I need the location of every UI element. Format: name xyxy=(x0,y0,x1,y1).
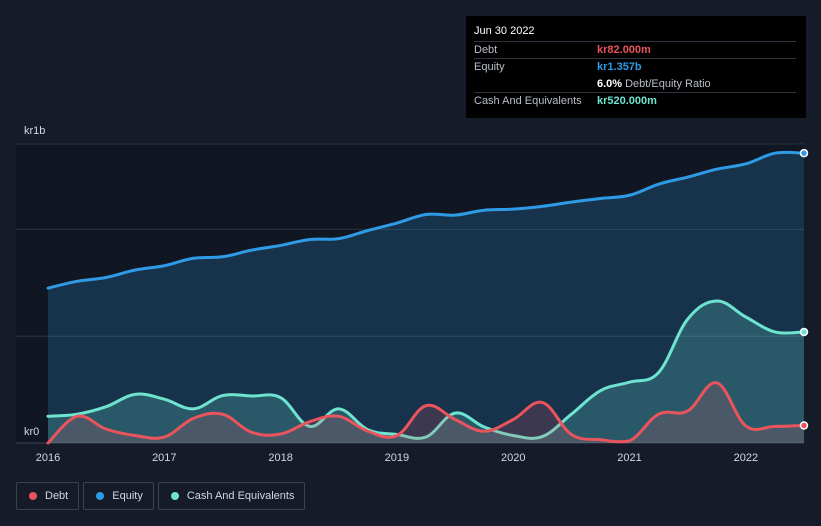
tooltip-debt-label: Debt xyxy=(474,44,498,56)
legend-label-debt: Debt xyxy=(45,490,69,502)
debt-end-point xyxy=(799,421,809,430)
equity-end-point xyxy=(799,148,809,158)
x-tick-label-2016: 2016 xyxy=(36,452,60,464)
debt-area xyxy=(48,382,804,443)
tooltip-equity-label: Equity xyxy=(474,61,505,73)
cash-end-point xyxy=(799,327,809,337)
equity-dot-icon xyxy=(96,492,105,500)
y-tick-label-0: kr1b xyxy=(24,125,45,137)
tooltip-equity-value: kr1.357b xyxy=(597,61,642,73)
equity-area xyxy=(48,152,804,443)
x-tick-label-2018: 2018 xyxy=(268,452,292,464)
y-tick-label-1: kr0 xyxy=(24,426,39,438)
tooltip-row-cash: Cash And Equivalents kr520.000m xyxy=(474,92,796,109)
legend-item-equity[interactable]: Equity xyxy=(83,482,154,510)
x-tick-label-2017: 2017 xyxy=(152,452,176,464)
tooltip-debt-value: kr82.000m xyxy=(597,44,651,56)
tooltip-ratio-label: Debt/Equity Ratio xyxy=(625,78,711,90)
tooltip-row-ratio: 6.0% Debt/Equity Ratio xyxy=(474,75,796,92)
tooltip-ratio-value: 6.0% xyxy=(597,78,623,90)
x-tick-label-2022: 2022 xyxy=(734,452,758,464)
legend: Debt Equity Cash And Equivalents xyxy=(16,482,309,510)
tooltip-cash-value: kr520.000m xyxy=(597,95,657,107)
tooltip-row-equity: Equity kr1.357b xyxy=(474,58,796,75)
legend-item-cash[interactable]: Cash And Equivalents xyxy=(157,482,306,510)
x-tick-label-2020: 2020 xyxy=(501,452,525,464)
legend-label-cash: Cash And Equivalents xyxy=(186,490,295,502)
legend-item-debt[interactable]: Debt xyxy=(16,482,80,510)
cash-line xyxy=(46,299,806,440)
equity-line xyxy=(46,150,806,290)
debt-dot-icon xyxy=(29,492,37,500)
debt-line xyxy=(46,381,806,445)
tooltip-row-debt: Debt kr82.000m xyxy=(474,41,796,58)
x-tick-label-2019: 2019 xyxy=(385,452,409,464)
tooltip-cash-label: Cash And Equivalents xyxy=(474,95,582,107)
tooltip-date: Jun 30 2022 xyxy=(474,25,535,37)
x-tick-label-2021: 2021 xyxy=(617,452,641,464)
legend-label-equity: Equity xyxy=(112,490,143,502)
cash-dot-icon xyxy=(170,492,179,500)
plot-background xyxy=(16,144,804,443)
cash-area xyxy=(48,300,804,443)
tooltip-panel: Jun 30 2022 Debt kr82.000m Equity kr1.35… xyxy=(466,16,806,118)
